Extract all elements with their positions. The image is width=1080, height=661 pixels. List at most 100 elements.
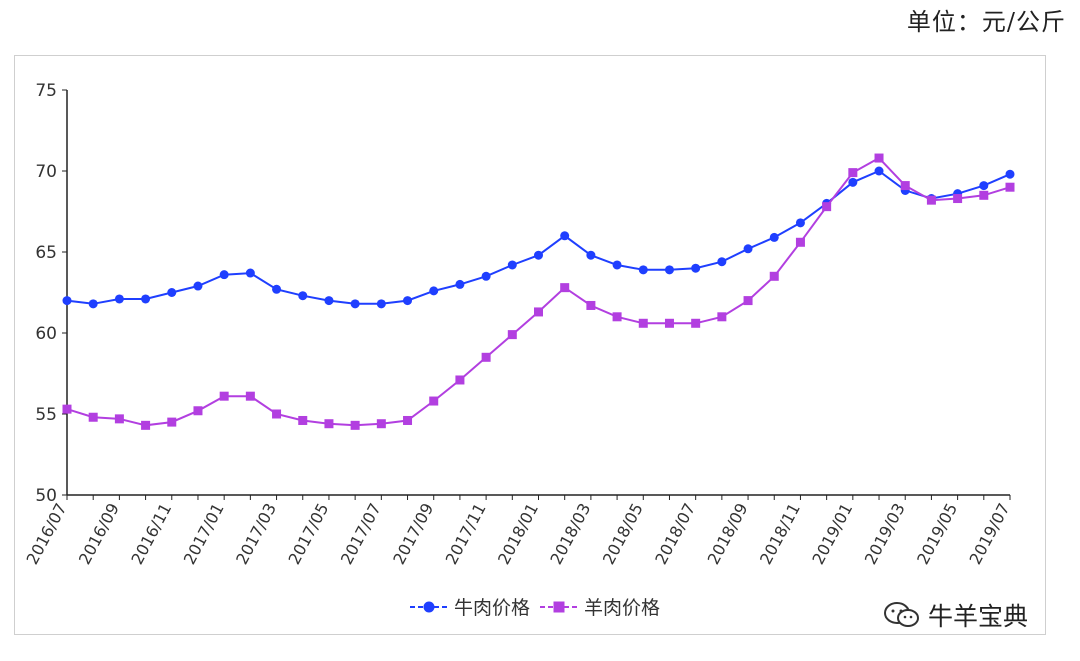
data-point [298,291,308,301]
x-tick-label: 2019/05 [913,500,961,568]
data-point [481,271,491,281]
chart-axes [66,90,1010,496]
x-tick-label: 2017/11 [442,500,490,568]
data-point [272,284,282,294]
data-point [219,391,229,401]
data-point [586,300,596,310]
x-tick-label: 2018/09 [704,500,752,568]
data-point [429,396,439,406]
data-point [429,286,439,296]
series-line [66,169,1011,305]
x-tick-label: 2017/03 [232,500,280,568]
data-point [874,166,884,176]
data-point [900,181,910,191]
data-point [219,270,229,280]
data-point [403,296,413,306]
data-point [272,409,282,419]
data-point [245,391,255,401]
data-point [350,420,360,430]
data-point [769,271,779,281]
data-point [507,330,517,340]
x-tick-label: 2018/05 [599,500,647,568]
x-axis-ticks: 2016/07 2016/09 2016/11 2017/01 2017/03 2017/… [23,495,1014,568]
data-point [114,294,124,304]
x-tick-label: 2016/09 [75,500,123,568]
chart-frame [14,55,1046,635]
data-point [795,218,805,228]
data-point [560,231,570,241]
data-point [743,296,753,306]
x-tick-label: 2018/11 [756,500,804,568]
watermark-text: 牛羊宝典 [928,602,1029,631]
data-point [193,406,203,416]
data-point [455,279,465,289]
data-point [664,318,674,328]
data-point [953,194,963,204]
data-point [167,417,177,427]
data-point [455,375,465,385]
series-1 [62,166,1015,309]
data-point [88,412,98,422]
x-tick-label: 2018/01 [494,500,542,568]
data-point [141,294,151,304]
data-point [403,415,413,425]
legend-marker [553,601,565,613]
data-point [874,153,884,163]
x-tick-label: 2019/01 [808,500,856,568]
series-layer [62,153,1015,430]
data-point [62,404,72,414]
data-point [612,312,622,322]
watermark: 牛羊宝典 [882,597,1028,633]
data-point [167,288,177,297]
data-point [979,190,989,200]
data-point [638,318,648,328]
data-point [822,202,832,212]
data-point [717,312,727,322]
data-point [743,244,753,254]
data-point [507,260,517,270]
legend-label: 羊肉价格 [584,597,660,619]
data-point [612,260,622,270]
chart-legend: 牛肉价格 羊肉价格 [410,597,660,619]
series-2 [62,153,1015,430]
legend-marker [423,601,435,613]
data-point [691,263,701,273]
y-tick-label: 60 [35,324,57,344]
y-tick-label: 70 [35,162,57,182]
x-tick-label: 2017/01 [180,500,228,568]
data-point [245,268,255,278]
legend-label: 牛肉价格 [454,597,530,619]
data-point [926,195,936,205]
data-point [717,257,727,267]
data-point [62,296,72,306]
data-point [1005,169,1015,179]
data-point [114,414,124,424]
data-point [848,168,858,178]
y-tick-label: 50 [35,486,57,506]
y-tick-label: 55 [35,405,57,425]
x-tick-label: 2019/07 [966,500,1014,568]
x-tick-label: 2016/07 [23,500,71,568]
y-tick-label: 75 [35,81,57,101]
data-point [298,415,308,425]
data-point [193,281,203,291]
data-point [586,250,596,260]
data-point [324,419,334,429]
x-tick-label: 2019/03 [861,500,909,568]
data-point [638,265,648,275]
data-point [481,352,491,362]
data-point [848,177,858,187]
x-tick-label: 2016/11 [127,500,175,568]
data-point [979,181,989,191]
data-point [769,232,779,242]
x-tick-label: 2018/03 [546,500,594,568]
x-tick-label: 2018/07 [651,500,699,568]
data-point [534,250,543,260]
data-point [1005,182,1015,192]
y-axis-ticks: 50 55 60 65 70 75 [35,81,67,506]
data-point [560,283,570,293]
data-point [376,419,386,429]
data-point [691,318,701,328]
x-tick-label: 2017/05 [284,500,332,568]
